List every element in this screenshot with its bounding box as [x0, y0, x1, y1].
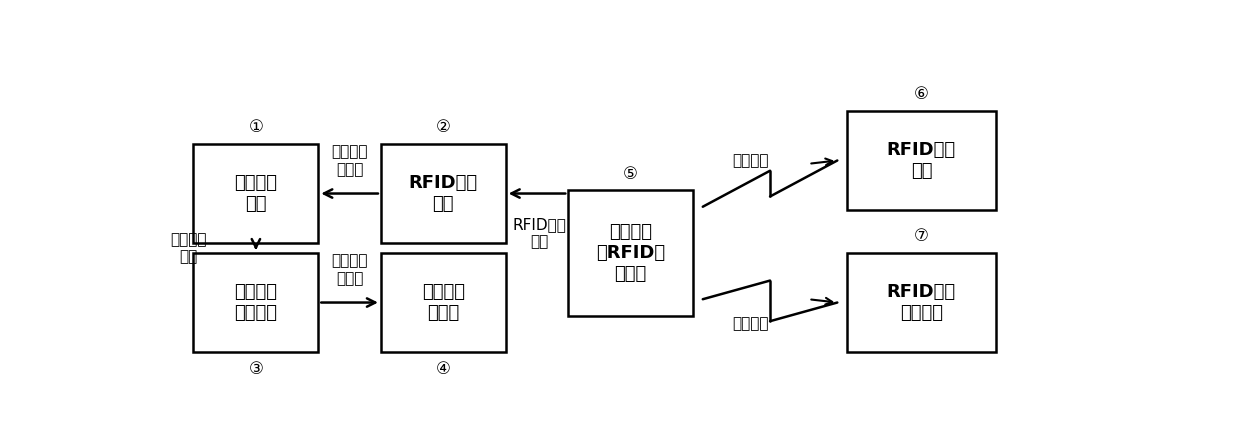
Text: 射频读取: 射频读取 — [733, 153, 769, 168]
Text: ④: ④ — [436, 360, 450, 378]
Bar — [381, 253, 506, 352]
Bar — [381, 144, 506, 243]
Bar — [847, 253, 996, 352]
Text: 方向和位
置数据: 方向和位 置数据 — [331, 144, 368, 177]
Text: RFID读取
数据: RFID读取 数据 — [512, 217, 567, 249]
Text: RFID电子
标签: RFID电子 标签 — [887, 141, 956, 180]
Bar — [568, 190, 693, 316]
Text: RFID读写
模块: RFID读写 模块 — [409, 174, 477, 213]
Text: ⑥: ⑥ — [914, 85, 929, 103]
Bar — [193, 253, 319, 352]
Text: 多方向定
向RFID读
取天线: 多方向定 向RFID读 取天线 — [596, 223, 665, 283]
Text: 云台旋转
数据: 云台旋转 数据 — [170, 232, 207, 264]
Text: ⑤: ⑤ — [624, 165, 639, 183]
Text: ①: ① — [248, 118, 263, 136]
Text: 射频读取: 射频读取 — [733, 317, 769, 332]
Text: 调整摄像
头方向: 调整摄像 头方向 — [331, 253, 368, 286]
Text: 智能球机
控制云台: 智能球机 控制云台 — [234, 283, 278, 322]
Bar — [193, 144, 319, 243]
Text: RFID传感
电子标签: RFID传感 电子标签 — [887, 283, 956, 322]
Text: 智能球机
摄像头: 智能球机 摄像头 — [422, 283, 465, 322]
Text: ③: ③ — [248, 360, 263, 378]
Text: 智能球机
机芯: 智能球机 机芯 — [234, 174, 278, 213]
Bar — [847, 111, 996, 210]
Text: ⑦: ⑦ — [914, 227, 929, 245]
Text: ②: ② — [436, 118, 450, 136]
